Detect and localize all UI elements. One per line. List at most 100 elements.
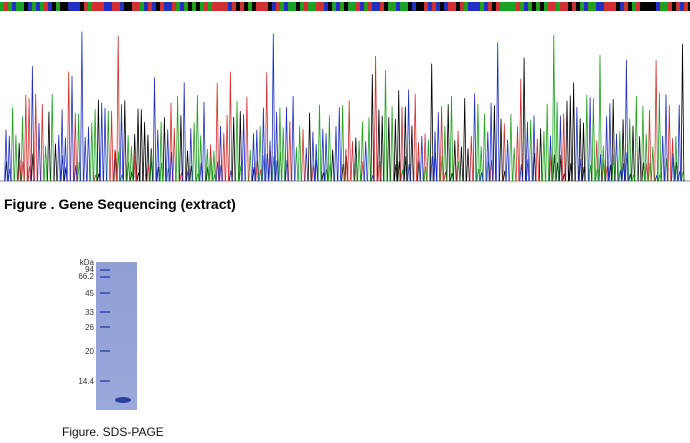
base-block	[248, 2, 252, 11]
base-block	[172, 2, 176, 11]
base-block	[568, 2, 572, 11]
base-block	[632, 2, 636, 11]
base-block	[80, 2, 84, 11]
base-block	[512, 2, 516, 11]
base-block	[416, 2, 420, 11]
base-block	[448, 2, 452, 11]
base-block	[136, 2, 140, 11]
base-block	[564, 2, 568, 11]
base-block	[396, 2, 400, 11]
base-block	[308, 2, 312, 11]
base-block	[216, 2, 220, 11]
base-block	[680, 2, 684, 11]
base-block	[380, 2, 384, 11]
marker-label: 94	[85, 265, 94, 274]
base-block	[560, 2, 564, 11]
base-block	[0, 2, 4, 11]
base-block	[184, 2, 188, 11]
base-block	[432, 2, 436, 11]
base-block	[156, 2, 160, 11]
base-block	[316, 2, 320, 11]
base-block	[116, 2, 120, 11]
base-block	[608, 2, 612, 11]
base-block	[428, 2, 432, 11]
base-block	[576, 2, 580, 11]
base-block	[520, 2, 524, 11]
base-block	[636, 2, 640, 11]
unit-label: kDa	[80, 258, 95, 267]
base-block	[108, 2, 112, 11]
base-block	[300, 2, 304, 11]
base-block	[328, 2, 332, 11]
base-block	[548, 2, 552, 11]
base-block	[452, 2, 456, 11]
base-block	[28, 2, 32, 11]
base-block	[96, 2, 100, 11]
base-block	[320, 2, 324, 11]
base-block	[620, 2, 624, 11]
base-block	[456, 2, 460, 11]
base-block	[604, 2, 608, 11]
base-block	[540, 2, 544, 11]
base-block	[392, 2, 396, 11]
base-block	[140, 2, 144, 11]
base-block	[624, 2, 628, 11]
base-block	[56, 2, 60, 11]
base-block	[480, 2, 484, 11]
base-block	[668, 2, 672, 11]
base-block	[572, 2, 576, 11]
base-block	[508, 2, 512, 11]
base-block	[596, 2, 600, 11]
base-block	[52, 2, 56, 11]
base-block	[280, 2, 284, 11]
base-block	[496, 2, 500, 11]
base-block	[652, 2, 656, 11]
base-block	[364, 2, 368, 11]
protein-band	[115, 397, 131, 403]
base-block	[592, 2, 596, 11]
base-block	[340, 2, 344, 11]
base-block	[196, 2, 200, 11]
base-block	[72, 2, 76, 11]
base-block	[304, 2, 308, 11]
base-block	[408, 2, 412, 11]
base-block	[204, 2, 208, 11]
base-block	[648, 2, 652, 11]
base-block	[276, 2, 280, 11]
base-block	[24, 2, 28, 11]
traces	[4, 31, 685, 182]
base-block	[112, 2, 116, 11]
base-block	[464, 2, 468, 11]
trace	[10, 35, 685, 182]
base-block	[160, 2, 164, 11]
base-block	[388, 2, 392, 11]
base-block	[240, 2, 244, 11]
base-block	[268, 2, 272, 11]
base-block	[256, 2, 260, 11]
base-block	[16, 2, 20, 11]
base-block	[12, 2, 16, 11]
base-block	[120, 2, 124, 11]
base-block	[296, 2, 300, 11]
base-block	[192, 2, 196, 11]
base-block	[176, 2, 180, 11]
base-block	[324, 2, 328, 11]
base-block	[640, 2, 644, 11]
base-block	[32, 2, 36, 11]
base-call-strip	[0, 2, 690, 11]
base-block	[504, 2, 508, 11]
base-block	[460, 2, 464, 11]
base-block	[644, 2, 648, 11]
base-block	[360, 2, 364, 11]
base-block	[672, 2, 676, 11]
base-block	[616, 2, 620, 11]
base-block	[332, 2, 336, 11]
base-block	[36, 2, 40, 11]
base-block	[228, 2, 232, 11]
base-block	[612, 2, 616, 11]
figure-caption: Figure. SDS-PAGE	[62, 425, 164, 439]
base-block	[472, 2, 476, 11]
base-block	[244, 2, 248, 11]
base-block	[384, 2, 388, 11]
base-block	[556, 2, 560, 11]
